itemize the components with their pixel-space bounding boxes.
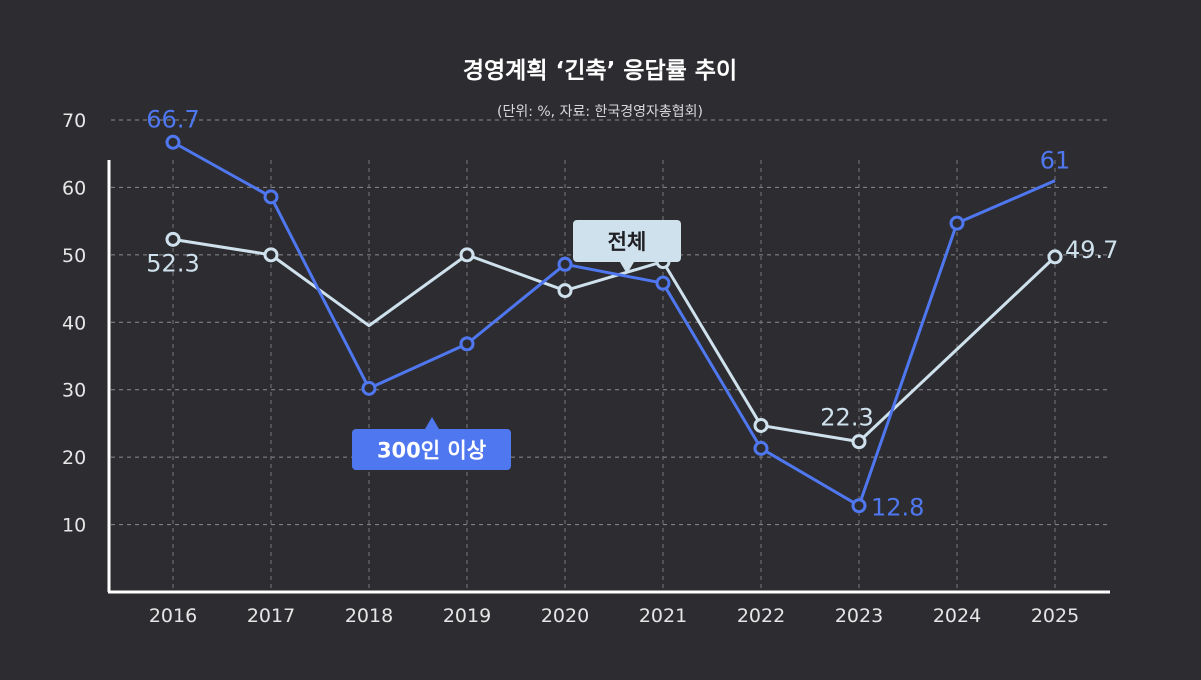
series-markers (165, 134, 1063, 514)
data-point (165, 231, 181, 247)
x-tick-label: 2017 (247, 605, 295, 627)
data-point (1047, 249, 1063, 265)
callout-box (352, 429, 511, 470)
data-point (949, 215, 965, 231)
data-label: 61 (1040, 147, 1071, 175)
legend-callout: 300인 이상 (352, 417, 511, 470)
x-tick-label: 2019 (443, 605, 491, 627)
legend-callout: 전체 (573, 220, 681, 274)
data-label: 49.7 (1065, 236, 1118, 264)
data-label: 12.8 (871, 494, 924, 522)
x-tick-label: 2020 (541, 605, 589, 627)
callout-box (573, 220, 681, 262)
data-labels: 66.7 12.8 61 52.3 22.3 49.7 (146, 105, 1118, 521)
callout-label: 300인 이상 (377, 439, 486, 463)
data-point (459, 247, 475, 263)
data-point (655, 275, 671, 291)
callout-pointer (425, 417, 439, 429)
y-tick-label: 50 (62, 245, 86, 267)
axes: 10 20 30 40 50 60 70 2016 2017 2018 2019 2020 2021 20… (62, 110, 1110, 627)
x-tick-label: 2016 (149, 605, 197, 627)
data-point (753, 417, 769, 433)
y-tick-label: 60 (62, 177, 86, 199)
data-point (557, 283, 573, 299)
y-tick-label: 40 (62, 312, 86, 334)
data-point (263, 189, 279, 205)
y-tick-label: 20 (62, 447, 86, 469)
data-label: 66.7 (146, 105, 199, 133)
x-tick-label: 2024 (933, 605, 981, 627)
data-point (165, 134, 181, 150)
data-point (851, 434, 867, 450)
gridlines (111, 119, 1110, 592)
legend-callouts: 300인 이상 전체 (352, 220, 681, 470)
chart-title: 경영계획 ‘긴축’ 응답률 추이 (463, 58, 737, 84)
series-line (172, 140, 1056, 508)
data-point (459, 336, 475, 352)
x-tick-label: 2023 (835, 605, 883, 627)
data-label: 22.3 (820, 404, 873, 432)
data-point (263, 247, 279, 263)
y-tick-label: 70 (62, 110, 86, 132)
x-tick-label: 2018 (345, 605, 393, 627)
callout-label: 전체 (608, 230, 647, 254)
data-label: 52.3 (146, 249, 199, 277)
x-tick-label: 2025 (1031, 605, 1079, 627)
x-tick-label: 2021 (639, 605, 687, 627)
callout-pointer (620, 262, 634, 274)
x-tick-label: 2022 (737, 605, 785, 627)
data-point (557, 256, 573, 272)
series-line (172, 237, 1057, 444)
y-tick-label: 30 (62, 380, 86, 402)
data-point (361, 380, 377, 396)
series-lines (172, 140, 1057, 508)
y-tick-label: 10 (62, 515, 86, 537)
data-point (851, 498, 867, 514)
data-point (753, 440, 769, 456)
chart-subtitle: (단위: %, 자료: 한국경영자총협회) (497, 104, 703, 120)
